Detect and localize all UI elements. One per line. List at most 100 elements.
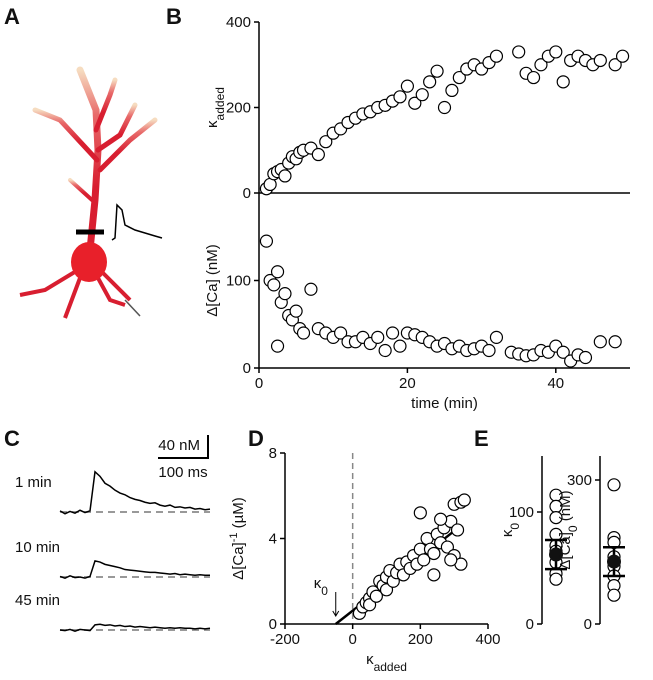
- neuron-illustration: [32, 66, 158, 254]
- y-axis-label-part: (nM): [557, 490, 574, 525]
- data-point: [413, 506, 427, 520]
- data-point: [430, 64, 444, 78]
- y-tick-label: 8: [269, 445, 277, 462]
- x-tick-label: 200: [408, 631, 433, 648]
- data-point: [445, 83, 459, 98]
- data-point: [371, 330, 385, 344]
- data-point: [489, 330, 504, 344]
- data-point: [319, 135, 333, 149]
- y-axis-label-part: 0: [508, 523, 522, 530]
- y-tick-label: 0: [584, 616, 592, 633]
- y-axis-label-part: Δ[Ca]: [557, 532, 574, 570]
- y-axis-label: Δ[Ca]-1 (µM): [228, 497, 247, 580]
- annotation-part: 0: [321, 584, 328, 598]
- x-tick-label: 400: [475, 631, 500, 648]
- data-point: [296, 326, 311, 340]
- data-point: [311, 147, 325, 162]
- data-point: [482, 343, 496, 358]
- data-point: [334, 326, 348, 340]
- data-point: [526, 70, 541, 85]
- data-point: [362, 598, 377, 612]
- data-point: [385, 326, 400, 340]
- data-point: [512, 45, 526, 59]
- data-point: [489, 49, 504, 63]
- trace: [59, 623, 211, 632]
- panel-label: A: [4, 4, 20, 29]
- y-tick-label: 0: [243, 185, 251, 202]
- data-point: [615, 49, 630, 63]
- trace: [59, 560, 210, 579]
- data-point: [450, 523, 465, 537]
- data-point: [607, 588, 621, 602]
- data-point: [593, 53, 607, 68]
- data-point: [549, 572, 563, 586]
- data-point: [393, 90, 407, 104]
- trace-label: 1 min: [15, 474, 52, 491]
- y-axis-label: κ0: [499, 523, 522, 538]
- data-point: [289, 304, 303, 318]
- data-point: [440, 540, 454, 554]
- scale-label: 100 ms: [158, 464, 207, 481]
- trace-label: 10 min: [15, 539, 60, 556]
- data-point: [444, 553, 458, 567]
- y-tick-label: 300: [567, 472, 592, 489]
- data-point: [608, 58, 622, 72]
- data-point: [556, 345, 570, 359]
- x-axis-label: time (min): [411, 395, 478, 412]
- annotation-part: κ: [314, 575, 322, 592]
- y-tick-label: 4: [269, 531, 277, 548]
- y-axis-label-part: (µM): [230, 497, 247, 532]
- y-axis-label-part: -1: [228, 532, 240, 542]
- scale-bar: [158, 435, 209, 459]
- data-point: [378, 343, 392, 358]
- x-axis-label-part: added: [374, 660, 407, 674]
- x-axis-label-part: κ: [366, 651, 374, 668]
- data-point: [434, 512, 448, 526]
- data-point: [267, 278, 281, 292]
- y-tick-label: 0: [269, 616, 277, 633]
- panel-label: D: [248, 426, 264, 451]
- x-axis-label: κadded: [366, 651, 407, 674]
- data-point: [427, 568, 441, 582]
- data-point: [437, 100, 452, 115]
- data-point: [400, 79, 414, 93]
- y-tick-label: 0: [526, 616, 534, 633]
- trace: [59, 470, 211, 515]
- y-tick-label: 200: [226, 100, 251, 117]
- data-point: [278, 169, 292, 183]
- y-axis-label-part: 0: [566, 525, 580, 532]
- y-tick-label: 100: [509, 504, 534, 521]
- x-tick-label: 40: [547, 375, 564, 392]
- data-point: [393, 339, 407, 353]
- data-point: [534, 58, 548, 72]
- scale-label: 40 nM: [158, 437, 200, 454]
- inset-trace: [111, 203, 163, 241]
- x-tick-label: 0: [255, 375, 263, 392]
- mean-marker: [607, 554, 621, 569]
- y-tick-label: 400: [226, 14, 251, 31]
- data-point: [270, 339, 285, 353]
- x-tick-label: 0: [348, 631, 356, 648]
- panel-label: B: [166, 4, 182, 29]
- data-point: [427, 546, 441, 561]
- data-point: [556, 75, 570, 89]
- x-tick-label: -200: [270, 631, 300, 648]
- y-axis-label-part: κ: [499, 529, 516, 537]
- soma: [19, 242, 141, 319]
- data-point: [415, 88, 429, 102]
- data-point: [369, 589, 383, 603]
- data-point: [270, 265, 285, 279]
- data-point: [278, 287, 292, 301]
- y-tick-label: 100: [226, 273, 251, 290]
- panel-label: E: [474, 426, 489, 451]
- y-axis-label: Δ[Ca]0 (nM): [557, 490, 580, 569]
- data-point: [549, 45, 563, 59]
- y-axis-label-part: Δ[Ca] (nM): [204, 244, 221, 317]
- y-axis-label-part: added: [213, 87, 227, 120]
- y-axis-label-part: Δ[Ca]: [230, 542, 247, 580]
- x-tick-label: 20: [399, 375, 416, 392]
- annotation: κ0: [314, 575, 329, 598]
- annotation-arrow: [332, 592, 340, 617]
- trace-label: 45 min: [15, 592, 60, 609]
